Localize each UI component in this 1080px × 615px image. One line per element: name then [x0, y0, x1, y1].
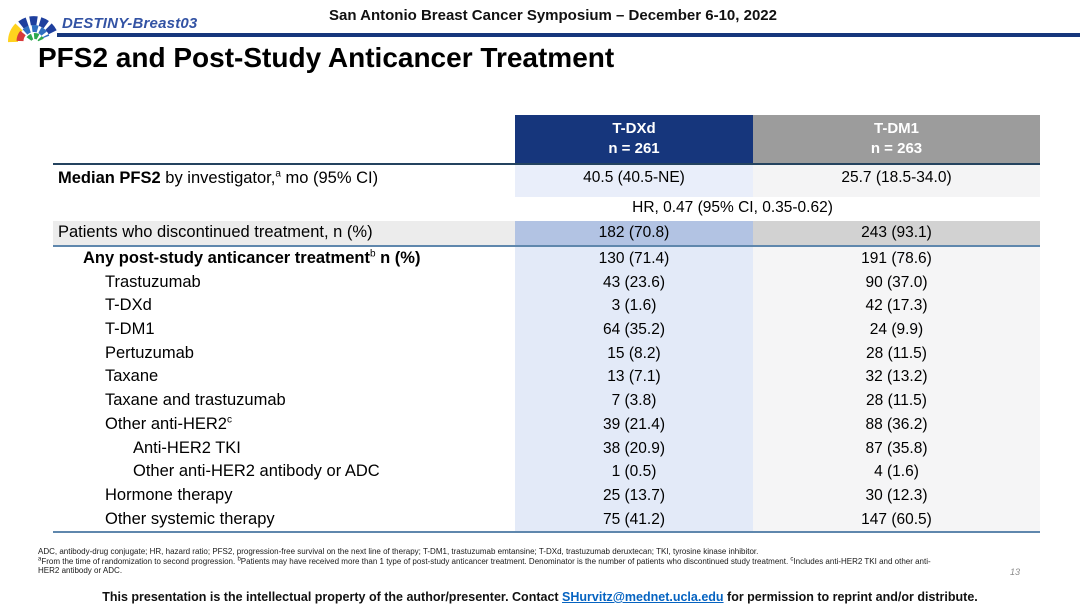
- cell-tdm1: 87 (35.8): [753, 436, 1040, 461]
- cell-tdxd: 182 (70.8): [515, 221, 753, 245]
- cell-tdxd: 13 (7.1): [515, 365, 753, 390]
- cell-tdxd: 130 (71.4): [515, 247, 753, 271]
- table-row: Other systemic therapy 75 (41.2) 147 (60.5…: [53, 507, 1040, 534]
- cell-tdxd: 64 (35.2): [515, 318, 753, 342]
- footnote-line: ADC, antibody-drug conjugate; HR, hazard…: [38, 547, 759, 556]
- table-row: Patients who discontinued treatment, n (…: [53, 221, 1040, 247]
- row-label: T-DM1: [105, 320, 155, 339]
- cell-tdm1: 32 (13.2): [753, 365, 1040, 390]
- hr-value: HR, 0.47 (95% CI, 0.35-0.62): [632, 199, 833, 216]
- cell-tdm1: 24 (9.9): [753, 318, 1040, 342]
- cell-tdxd: 38 (20.9): [515, 436, 753, 461]
- row-label: Median PFS2 by investigator,a mo (95% CI…: [58, 168, 379, 187]
- footer-text-post: for permission to reprint and/or distrib…: [723, 590, 978, 604]
- cell-tdm1: 4 (1.6): [753, 460, 1040, 484]
- row-label: Any post-study anticancer treatmentb n (…: [83, 248, 421, 267]
- cell-tdxd: 75 (41.2): [515, 507, 753, 532]
- copyright-footer: This presentation is the intellectual pr…: [0, 590, 1080, 604]
- table-body: Median PFS2 by investigator,a mo (95% CI…: [53, 165, 1040, 534]
- table-row: T-DM1 64 (35.2) 24 (9.9): [53, 318, 1040, 342]
- row-label: Hormone therapy: [105, 485, 233, 504]
- table-row: Any post-study anticancer treatmentb n (…: [53, 247, 1040, 271]
- cell-tdm1: 90 (37.0): [753, 270, 1040, 295]
- footnotes: ADC, antibody-drug conjugate; HR, hazard…: [38, 547, 1050, 576]
- cell-tdm1: 30 (12.3): [753, 483, 1040, 508]
- table-row: Taxane and trastuzumab 7 (3.8) 28 (11.5): [53, 389, 1040, 413]
- cell-tdm1: 25.7 (18.5-34.0): [753, 165, 1040, 197]
- table-row: HR, 0.47 (95% CI, 0.35-0.62): [53, 197, 1040, 221]
- cell-tdxd: 7 (3.8): [515, 389, 753, 413]
- cell-tdxd: 3 (1.6): [515, 294, 753, 319]
- table-header-spacer: [53, 115, 515, 163]
- cell-tdxd: 43 (23.6): [515, 270, 753, 295]
- cell-tdxd: 39 (21.4): [515, 412, 753, 437]
- row-label: T-DXd: [105, 296, 152, 315]
- table-row: Median PFS2 by investigator,a mo (95% CI…: [53, 165, 1040, 197]
- row-label: Other systemic therapy: [105, 509, 275, 528]
- column-header-tdxd: T-DXd n = 261: [515, 115, 753, 163]
- row-label: Other anti-HER2c: [105, 414, 232, 433]
- table-row: T-DXd 3 (1.6) 42 (17.3): [53, 294, 1040, 319]
- row-label: Trastuzumab: [105, 272, 201, 291]
- table-row: Trastuzumab 43 (23.6) 90 (37.0): [53, 270, 1040, 295]
- row-label: Patients who discontinued treatment, n (…: [53, 221, 515, 245]
- symposium-title: San Antonio Breast Cancer Symposium – De…: [329, 7, 777, 24]
- cell-tdm1: 191 (78.6): [753, 247, 1040, 271]
- destiny-fan-logo-icon: [6, 3, 58, 48]
- table-row: Other anti-HER2c 39 (21.4) 88 (36.2): [53, 412, 1040, 437]
- table-row: Pertuzumab 15 (8.2) 28 (11.5): [53, 341, 1040, 366]
- study-name: DESTINY-Breast03: [62, 15, 198, 32]
- cell-tdm1: 28 (11.5): [753, 389, 1040, 413]
- cell-tdxd: 1 (0.5): [515, 460, 753, 484]
- cell-tdm1: 88 (36.2): [753, 412, 1040, 437]
- page-number: 13: [1010, 567, 1021, 577]
- pfs2-table: T-DXd n = 261 T-DM1 n = 263 Median PFS2 …: [53, 115, 1040, 534]
- row-label: Pertuzumab: [105, 343, 194, 362]
- footer-text-pre: This presentation is the intellectual pr…: [102, 590, 563, 604]
- row-label: Other anti-HER2 antibody or ADC: [133, 462, 380, 481]
- table-row: Other anti-HER2 antibody or ADC 1 (0.5) 4 …: [53, 460, 1040, 484]
- table-row: Taxane 13 (7.1) 32 (13.2): [53, 365, 1040, 390]
- cell-tdm1: 42 (17.3): [753, 294, 1040, 319]
- page-title: PFS2 and Post-Study Anticancer Treatment: [38, 42, 615, 73]
- cell-tdxd: 15 (8.2): [515, 341, 753, 366]
- contact-email-link[interactable]: SHurvitz@mednet.ucla.edu: [562, 590, 724, 604]
- table-row: Hormone therapy 25 (13.7) 30 (12.3): [53, 483, 1040, 508]
- table-row: Anti-HER2 TKI 38 (20.9) 87 (35.8): [53, 436, 1040, 461]
- cell-tdm1: 243 (93.1): [753, 221, 1040, 245]
- cell-tdxd: 40.5 (40.5-NE): [515, 165, 753, 197]
- footnote-line: aFrom the time of randomization to secon…: [38, 555, 931, 566]
- cell-tdm1: 147 (60.5): [753, 507, 1040, 532]
- footnote-line: HER2 antibody or ADC.: [38, 566, 123, 576]
- header-divider: [57, 33, 1080, 37]
- row-label: Taxane: [105, 367, 159, 386]
- cell-tdm1: 28 (11.5): [753, 341, 1040, 366]
- table-header-row: T-DXd n = 261 T-DM1 n = 263: [53, 115, 1040, 165]
- row-label: Anti-HER2 TKI: [133, 438, 241, 457]
- column-header-tdm1: T-DM1 n = 263: [753, 115, 1040, 163]
- cell-tdxd: 25 (13.7): [515, 483, 753, 508]
- row-label: Taxane and trastuzumab: [105, 391, 286, 410]
